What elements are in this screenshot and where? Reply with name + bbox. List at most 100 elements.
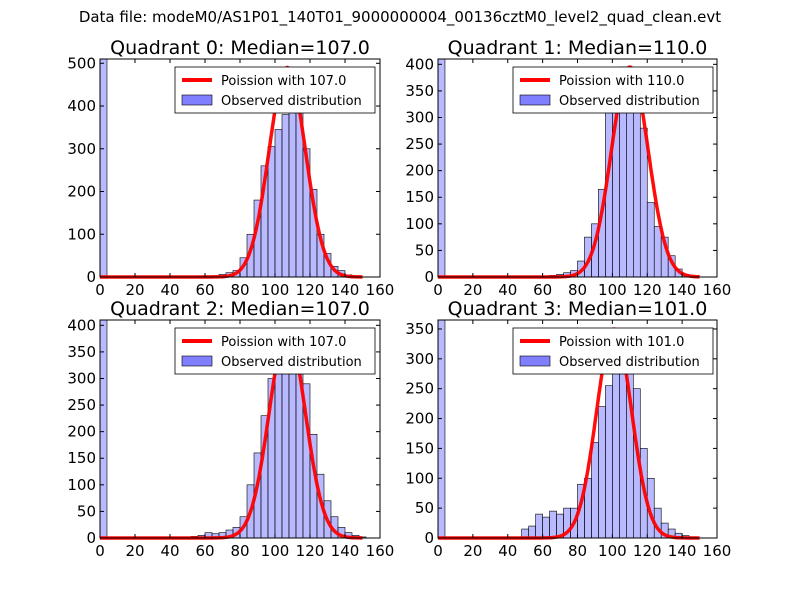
histogram-bar [632, 90, 641, 278]
x-tick-label: 140 [668, 542, 697, 560]
legend-label: Observed distribution [221, 94, 362, 109]
legend-label: Poission with 101.0 [559, 335, 684, 350]
y-tick-label: 50 [77, 502, 96, 520]
histogram-bar [99, 319, 108, 539]
y-tick-label: 300 [67, 140, 96, 158]
histogram-bar [653, 226, 662, 278]
histogram-bar [639, 127, 648, 278]
y-tick-label: 200 [67, 183, 96, 201]
y-tick-label: 350 [67, 343, 96, 361]
y-tick-label: 300 [405, 108, 434, 126]
y-tick-label: 150 [67, 449, 96, 467]
legend-bar-swatch [181, 94, 213, 106]
subplot-3: 0 20 40 60 80 100 120 140 160 0 50 100 150 200 250 300 3… [405, 298, 731, 560]
subplot-2: 0 20 40 60 80 100 120 140 160 0 50 100 150 200 250 300 3… [67, 298, 394, 560]
subplot-title: Quadrant 0: Median=107.0 [110, 37, 370, 59]
x-tick-label: 160 [703, 542, 732, 560]
y-tick-label: 50 [415, 241, 434, 259]
legend-box [174, 327, 376, 375]
subplot-title: Quadrant 3: Median=101.0 [448, 298, 708, 320]
histogram-bar [99, 58, 108, 278]
x-tick-label: 60 [533, 281, 552, 299]
y-tick-label: 200 [405, 162, 434, 180]
histogram-bar [646, 202, 655, 278]
y-tick-label: 0 [86, 529, 96, 547]
legend-bar-swatch [519, 94, 551, 106]
y-tick-label: 350 [405, 320, 434, 338]
y-tick-label: 400 [67, 97, 96, 115]
x-tick-label: 40 [498, 281, 517, 299]
y-tick-label: 500 [67, 54, 96, 72]
x-tick-label: 100 [261, 542, 290, 560]
y-tick-label: 100 [67, 225, 96, 243]
x-tick-label: 80 [230, 542, 249, 560]
y-tick-label: 100 [67, 476, 96, 494]
y-tick-label: 0 [86, 268, 96, 286]
histogram-bar [281, 114, 290, 278]
legend-label: Poission with 110.0 [559, 74, 684, 89]
x-tick-label: 60 [533, 542, 552, 560]
histogram-bar [267, 146, 276, 278]
y-tick-label: 400 [67, 316, 96, 334]
x-tick-label: 140 [331, 542, 360, 560]
y-tick-label: 250 [405, 135, 434, 153]
histogram-bar [549, 510, 557, 539]
x-tick-label: 140 [668, 281, 697, 299]
subplot-1: 0 20 40 60 80 100 120 140 160 0 50 100 150 200 250 300 3… [405, 37, 731, 299]
y-tick-label: 100 [405, 469, 434, 487]
y-tick-label: 200 [67, 423, 96, 441]
x-tick-label: 40 [160, 281, 179, 299]
y-tick-label: 400 [405, 55, 434, 73]
x-tick-label: 0 [433, 281, 443, 299]
y-tick-label: 0 [424, 268, 434, 286]
histogram-bar [605, 385, 613, 539]
x-tick-label: 20 [463, 542, 482, 560]
x-tick-label: 100 [261, 281, 290, 299]
x-tick-label: 20 [125, 281, 144, 299]
x-tick-label: 160 [366, 542, 395, 560]
y-tick-label: 250 [405, 380, 434, 398]
x-tick-label: 40 [498, 542, 517, 560]
x-tick-label: 80 [230, 281, 249, 299]
x-tick-label: 120 [633, 281, 662, 299]
x-tick-label: 140 [331, 281, 360, 299]
legend-box [512, 66, 714, 114]
histogram-bar [274, 372, 283, 539]
legend-box [512, 327, 714, 375]
histogram-bar [591, 442, 599, 539]
legend-bar-swatch [519, 355, 551, 367]
legend-box [174, 66, 376, 114]
x-tick-label: 0 [95, 542, 105, 560]
legend-label: Observed distribution [559, 94, 700, 109]
x-tick-label: 0 [433, 542, 443, 560]
histogram-bar [598, 406, 606, 539]
legend-label: Observed distribution [559, 355, 700, 370]
y-tick-label: 150 [405, 439, 434, 457]
x-tick-label: 120 [296, 542, 325, 560]
subplot-0: 0 20 40 60 80 100 120 140 160 0 100 200 300 400 500 Qua… [67, 37, 394, 299]
x-tick-label: 80 [568, 281, 587, 299]
x-tick-label: 160 [366, 281, 395, 299]
legend-label: Poission with 107.0 [221, 74, 346, 89]
y-tick-label: 300 [67, 369, 96, 387]
x-tick-label: 120 [296, 281, 325, 299]
y-tick-label: 150 [405, 188, 434, 206]
y-tick-label: 250 [67, 396, 96, 414]
x-tick-label: 100 [598, 281, 627, 299]
legend-bar-swatch [181, 355, 213, 367]
legend-label: Poission with 107.0 [221, 335, 346, 350]
x-tick-label: 120 [633, 542, 662, 560]
legend-label: Observed distribution [221, 355, 362, 370]
subplot-title: Quadrant 2: Median=107.0 [110, 298, 370, 320]
x-tick-label: 40 [160, 542, 179, 560]
y-tick-label: 100 [405, 215, 434, 233]
x-tick-label: 160 [703, 281, 732, 299]
x-tick-label: 20 [463, 281, 482, 299]
histogram-bar [528, 525, 536, 539]
histogram-bar [437, 319, 446, 539]
x-tick-label: 80 [568, 542, 587, 560]
x-tick-label: 20 [125, 542, 144, 560]
histogram-bar [281, 367, 290, 539]
